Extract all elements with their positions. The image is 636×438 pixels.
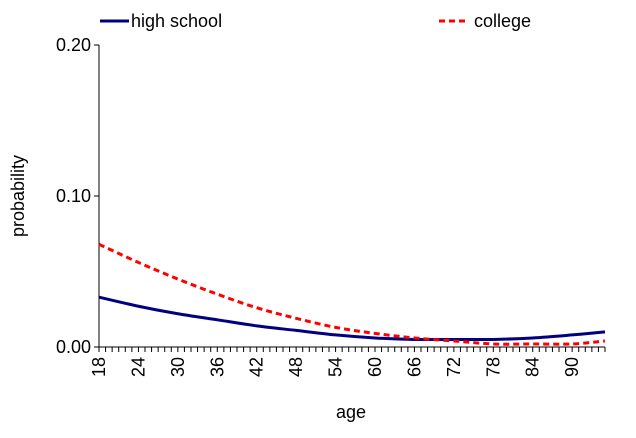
x-tick-label: 24 <box>128 357 148 377</box>
y-tick-label: 0.10 <box>56 186 91 206</box>
y-axis-title: probability <box>8 155 28 237</box>
series-layer <box>98 242 606 346</box>
x-tick-label: 54 <box>326 357 346 377</box>
x-tick-label: 72 <box>444 357 464 377</box>
y-tick-label: 0.20 <box>56 35 91 55</box>
x-tick-label: 30 <box>168 357 188 377</box>
x-axis-title: age <box>336 402 366 422</box>
x-tick-label: 42 <box>247 357 267 377</box>
x-tick-label: 60 <box>365 357 385 377</box>
x-tick-label: 84 <box>523 357 543 377</box>
legend-label-college: college <box>474 11 531 31</box>
x-tick-label: 18 <box>89 357 109 377</box>
x-tick-label: 90 <box>562 357 582 377</box>
series-line-college <box>98 242 606 346</box>
x-tick-label: 36 <box>207 357 227 377</box>
x-tick-label: 78 <box>483 357 503 377</box>
legend-label-high-school: high school <box>131 11 222 31</box>
y-ticks: 0.00 0.10 0.20 <box>56 35 99 357</box>
series-line-high-school <box>98 295 606 342</box>
axes <box>98 45 605 348</box>
y-tick-label: 0.00 <box>56 337 91 357</box>
x-tick-label: 48 <box>286 357 306 377</box>
legend: high school college <box>100 11 531 31</box>
x-tick-label: 66 <box>404 357 424 377</box>
x-ticks: 18 24 30 36 42 48 54 60 66 72 78 84 90 <box>89 347 606 377</box>
